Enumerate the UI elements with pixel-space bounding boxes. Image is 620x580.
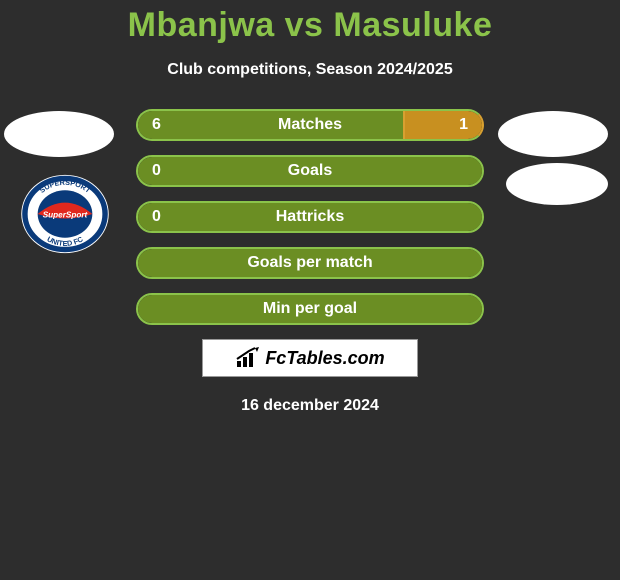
stat-label: Matches: [278, 116, 342, 134]
comparison-area: SuperSport SUPERSPORT UNITED FC 6 1 Matche…: [0, 109, 620, 415]
stat-label: Hattricks: [276, 208, 344, 226]
bar-fill-left: [138, 111, 403, 139]
subtitle: Club competitions, Season 2024/2025: [0, 61, 620, 79]
brand-icon: [235, 347, 261, 369]
stat-label: Goals per match: [247, 254, 372, 272]
club-left-badge: SuperSport SUPERSPORT UNITED FC: [18, 173, 112, 255]
club-right-avatar: [506, 163, 608, 205]
date-text: 16 december 2024: [0, 397, 620, 415]
bar-fill-right: [403, 111, 482, 139]
stat-bar: 0 Goals: [136, 155, 484, 187]
stat-bar: Goals per match: [136, 247, 484, 279]
stat-rows: 6 1 Matches 0 Goals 0 Hattricks Goals per match…: [136, 109, 484, 325]
stat-value-right: 1: [459, 116, 468, 134]
stat-label: Min per goal: [263, 300, 357, 318]
stat-value-left: 0: [152, 208, 161, 226]
stat-bar: 0 Hattricks: [136, 201, 484, 233]
stat-value-left: 6: [152, 116, 161, 134]
player-right-avatar: [498, 111, 608, 157]
stat-bar: Min per goal: [136, 293, 484, 325]
stat-value-left: 0: [152, 162, 161, 180]
brand-watermark: FcTables.com: [202, 339, 418, 377]
brand-text: FcTables.com: [265, 348, 384, 369]
player-left-avatar: [4, 111, 114, 157]
page-title: Mbanjwa vs Masuluke: [0, 0, 620, 45]
stat-bar: 6 1 Matches: [136, 109, 484, 141]
svg-text:SuperSport: SuperSport: [43, 211, 88, 220]
stat-label: Goals: [288, 162, 332, 180]
